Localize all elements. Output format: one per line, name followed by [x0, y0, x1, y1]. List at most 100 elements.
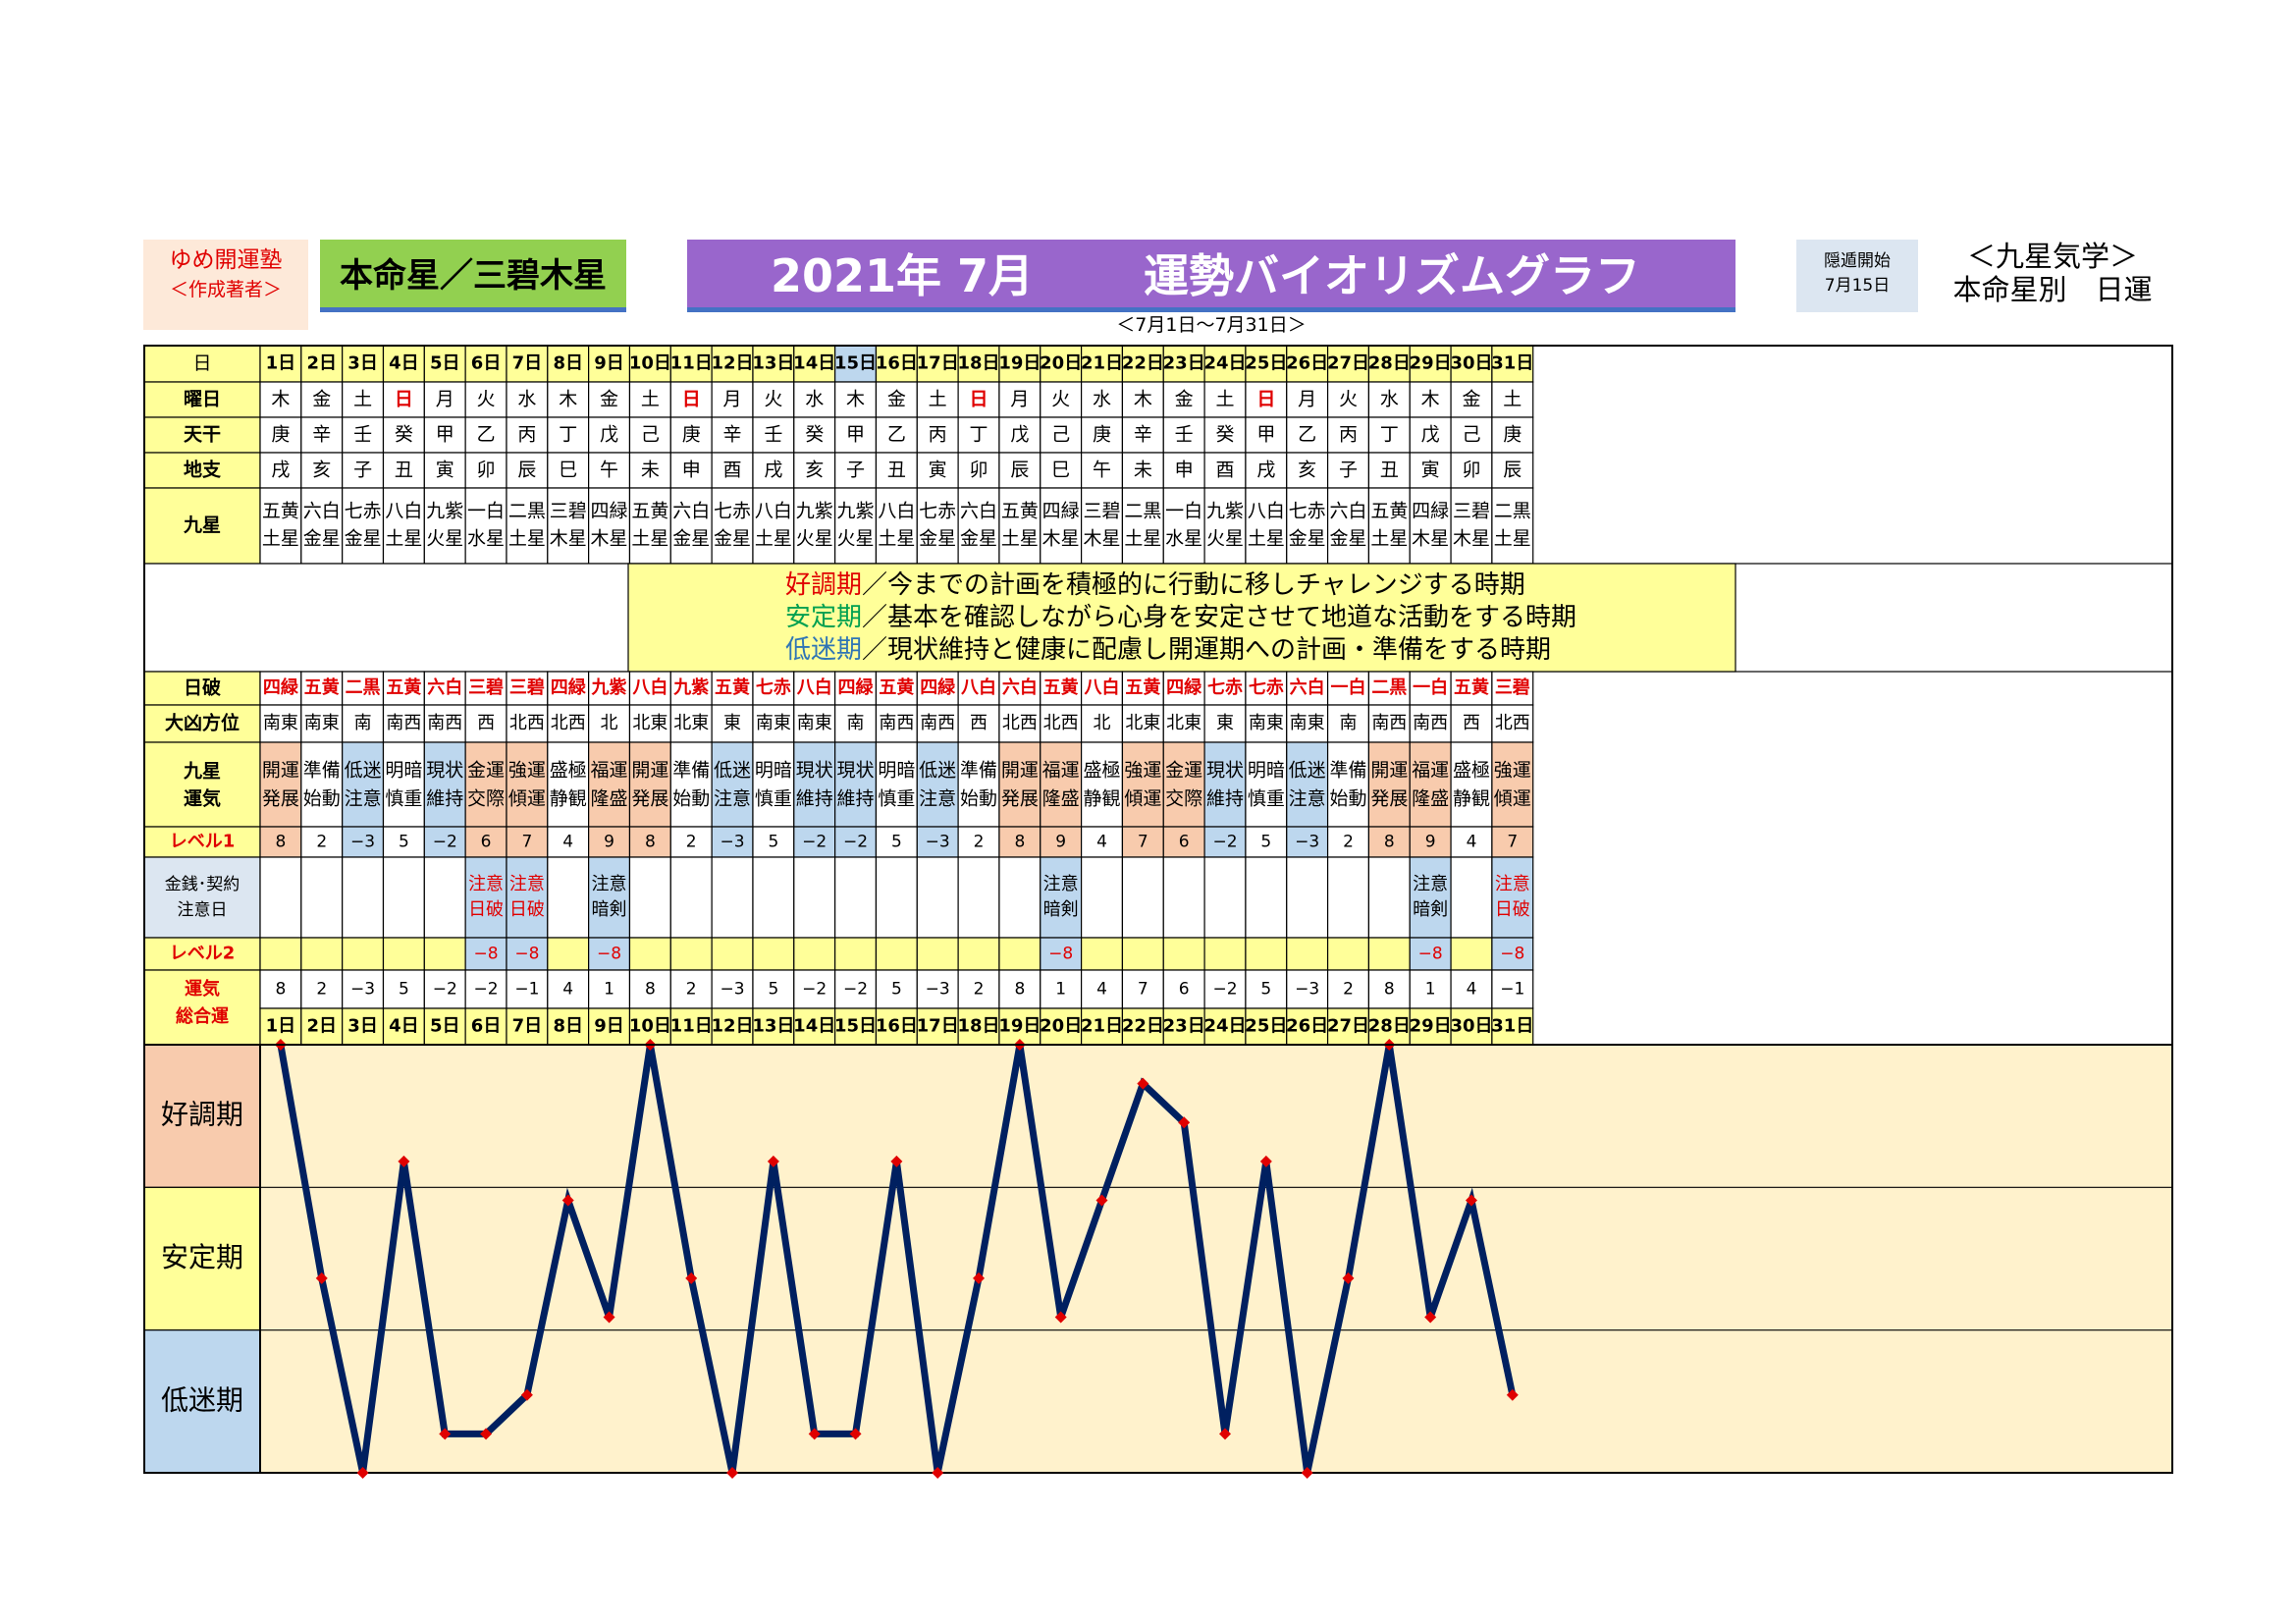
- day-footer-text: 11日: [670, 1016, 713, 1037]
- label-chishi: [143, 452, 261, 489]
- label-money: [143, 856, 261, 939]
- nippa-cell: [669, 671, 713, 706]
- day-footer-cell: [547, 1007, 590, 1046]
- kyusei-cell: [1080, 487, 1124, 565]
- level2-cell: [1203, 937, 1247, 971]
- unki-cell: [628, 741, 671, 828]
- nippa-cell: [547, 671, 590, 706]
- unki-text-2: 始動: [960, 788, 997, 810]
- day-header-text: 9日: [594, 353, 624, 374]
- legend-desc: ／今までの計画を積極的に行動に移しチャレンジする時期: [862, 570, 1525, 600]
- kyusei-cell: [382, 487, 425, 565]
- direction-text: 南: [847, 713, 865, 733]
- total-cell: [1080, 969, 1124, 1009]
- level1-text: −2: [1212, 833, 1237, 852]
- chishi-cell: [711, 452, 754, 489]
- level2-cell: [998, 937, 1041, 971]
- money-text-1: 注意: [1495, 874, 1530, 894]
- level2-cell: [342, 937, 385, 971]
- total-text: −3: [350, 980, 375, 1000]
- day-footer-cell: [588, 1007, 631, 1046]
- kyusei-cell: [1121, 487, 1164, 565]
- tenkan-text: 己: [1462, 424, 1480, 446]
- unki-text-1: 低迷: [919, 760, 956, 782]
- total-cell: [752, 969, 795, 1009]
- legend-desc: ／基本を確認しながら心身を安定させて地道な活動をする時期: [862, 603, 1576, 632]
- kyusei-cell: [300, 487, 344, 565]
- label-level1: [143, 826, 261, 858]
- kyusei-element-text: 木星: [1084, 528, 1121, 550]
- day-footer-text: 30日: [1450, 1016, 1492, 1037]
- kyusei-heading: ＜九星気学＞ 本命星別 日運: [1930, 240, 2175, 312]
- unki-text-1: 盛極: [1084, 760, 1121, 782]
- total-text: −2: [474, 980, 499, 1000]
- tenkan-cell: [423, 416, 466, 454]
- day-footer-cell: [1162, 1007, 1205, 1046]
- day-footer-text: 15日: [834, 1016, 877, 1037]
- day-footer-text: 26日: [1286, 1016, 1328, 1037]
- chishi-text: 戌: [271, 460, 290, 481]
- level1-text: −3: [1295, 833, 1319, 852]
- level1-text: −3: [721, 833, 745, 852]
- weekday-text: 月: [1298, 389, 1316, 410]
- day-footer-text: 7日: [512, 1016, 543, 1037]
- onton-label: 隠遁開始: [1824, 251, 1891, 271]
- direction-cell: [1367, 704, 1411, 743]
- direction-cell: [342, 704, 385, 743]
- weekday-text: 木: [271, 389, 290, 410]
- label-tenkan-text: 天干: [184, 424, 221, 446]
- chishi-text: 辰: [1503, 460, 1522, 481]
- kyusei-star-text: 七赤: [1289, 501, 1326, 522]
- day-header-text: 23日: [1163, 353, 1205, 374]
- level2-cell: [506, 937, 549, 971]
- direction-text: 南: [354, 713, 372, 733]
- level1-text: 5: [399, 833, 409, 852]
- fortune-point: [1137, 1077, 1149, 1090]
- weekday-cell: [875, 381, 918, 418]
- chishi-text: 酉: [1215, 460, 1234, 481]
- day-header-cell: [588, 345, 631, 383]
- weekday-text: 木: [1421, 389, 1440, 410]
- total-text: 2: [1343, 980, 1354, 1000]
- day-footer-text: 24日: [1203, 1016, 1246, 1037]
- tenkan-text: 甲: [436, 424, 454, 446]
- tenkan-cell: [300, 416, 344, 454]
- fortune-point: [1178, 1116, 1191, 1129]
- kyusei-star-text: 七赤: [919, 501, 956, 522]
- weekday-text: 木: [559, 389, 577, 410]
- fortune-point: [315, 1272, 328, 1284]
- level1-cell: [875, 826, 918, 858]
- level2-text: −8: [1500, 945, 1524, 964]
- legend-term: 低迷期: [785, 635, 862, 665]
- money-cell: [1326, 856, 1370, 939]
- chishi-cell: [793, 452, 836, 489]
- nippa-text: 二黒: [346, 677, 381, 698]
- total-text: −2: [1212, 980, 1237, 1000]
- money-cell: [998, 856, 1041, 939]
- unki-cell: [1162, 741, 1205, 828]
- level2-text: −8: [514, 945, 539, 964]
- chishi-text: 戌: [1256, 460, 1275, 481]
- level1-text: 8: [645, 833, 656, 852]
- chishi-text: 亥: [805, 460, 824, 481]
- weekday-text: 火: [764, 389, 782, 410]
- total-text: 5: [1260, 980, 1271, 1000]
- direction-text: 南東: [797, 713, 832, 733]
- kyusei-cell: [423, 487, 466, 565]
- kyusei-element-text: 土星: [1248, 528, 1285, 550]
- fortune-point: [1095, 1194, 1108, 1207]
- band-label-cell: [143, 1329, 261, 1474]
- direction-text: 北東: [673, 713, 709, 733]
- unki-text-2: 維持: [1206, 788, 1244, 810]
- kyusei-star-text: 五黄: [1370, 501, 1408, 522]
- chishi-text: 亥: [312, 460, 331, 481]
- level2-cell: [300, 937, 344, 971]
- direction-cell: [916, 704, 959, 743]
- tenkan-text: 辛: [1134, 424, 1152, 446]
- money-cell: [957, 856, 1000, 939]
- total-text: 4: [1467, 980, 1477, 1000]
- level1-cell: [957, 826, 1000, 858]
- label-weekday-text: 曜日: [184, 389, 221, 410]
- tenkan-cell: [506, 416, 549, 454]
- level1-text: 4: [562, 833, 573, 852]
